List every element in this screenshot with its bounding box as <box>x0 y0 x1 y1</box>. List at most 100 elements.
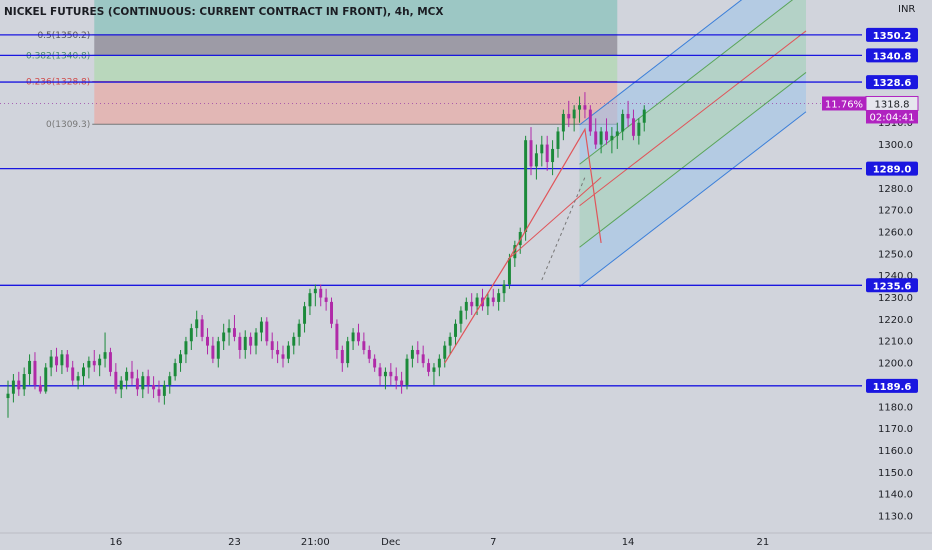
level-tag-bg <box>866 161 918 176</box>
level-tag-1289.0: 1289.0 <box>873 165 912 176</box>
time-tick-21:00: 21:00 <box>301 537 330 548</box>
candle-body <box>551 148 555 163</box>
candle-body <box>265 321 269 342</box>
channel-inner <box>579 0 806 248</box>
candle-body <box>567 113 571 119</box>
candle-body <box>55 356 59 366</box>
level-tag-bg <box>866 378 918 393</box>
candle-body <box>238 336 242 350</box>
candle-body <box>637 122 641 136</box>
candle-body <box>92 360 96 366</box>
currency-label: INR <box>898 4 915 15</box>
zigzag-pattern[interactable] <box>444 127 602 364</box>
candle-body <box>383 371 387 377</box>
price-tick: 1260.0 <box>878 227 913 238</box>
candle-body <box>11 380 15 394</box>
channel-line-0[interactable] <box>579 0 806 126</box>
price-tick: 1170.0 <box>878 424 913 435</box>
time-tick-21: 21 <box>756 537 769 548</box>
fibonacci-retracement[interactable]: 0.5(1350.2)0.382(1340.8)0.236(1328.8)0(1… <box>26 0 618 130</box>
candle-body <box>621 113 625 132</box>
candle-body <box>362 341 366 350</box>
candle-body <box>491 297 495 302</box>
candle-body <box>87 360 91 368</box>
candle-body <box>49 356 53 368</box>
price-tick: 1270.0 <box>878 206 913 217</box>
candle-body <box>427 363 431 372</box>
candle-body <box>561 113 565 132</box>
candle-body <box>454 323 458 337</box>
candle-body <box>254 332 258 346</box>
candle-body <box>394 376 398 381</box>
fib-label-0: 0(1309.3) <box>46 120 90 130</box>
channel-line-4[interactable] <box>579 111 807 288</box>
channel-line-2[interactable] <box>579 30 807 207</box>
candle-body <box>615 131 619 136</box>
time-tick-16: 16 <box>109 537 122 548</box>
level-tag-1189.6: 1189.6 <box>873 382 912 393</box>
candle-body <box>195 319 199 329</box>
candle-body <box>206 336 209 346</box>
candle-body <box>583 105 587 110</box>
time-tick-23: 23 <box>228 537 241 548</box>
price-tick: 1240.0 <box>878 271 913 282</box>
dashed-projection[interactable] <box>541 177 586 281</box>
candle-body <box>179 354 183 364</box>
channel-line-3[interactable] <box>579 72 807 248</box>
candle-body <box>135 378 139 390</box>
price-tick: 1140.0 <box>878 490 913 501</box>
level-tag-1328.6: 1328.6 <box>873 78 912 89</box>
price-tick: 1130.0 <box>878 512 913 523</box>
level-tag-1235.6: 1235.6 <box>873 281 912 292</box>
candle-body <box>545 144 549 163</box>
candle-body <box>319 288 323 298</box>
candle-body <box>6 393 10 399</box>
price-tick: 1220.0 <box>878 315 913 326</box>
fib-band-0.382 <box>94 55 618 82</box>
candle-body <box>249 336 253 346</box>
candle-body <box>313 288 317 294</box>
price-tick: 1180.0 <box>878 402 913 413</box>
candle-body <box>416 349 420 355</box>
candle-body <box>513 245 517 259</box>
time-tick-Dec: Dec <box>381 537 400 548</box>
horizontal-levels[interactable] <box>0 34 862 387</box>
candle-body <box>529 140 533 167</box>
candle-body <box>470 301 474 307</box>
zigzag-line[interactable] <box>444 127 602 364</box>
candle-body <box>588 109 592 132</box>
candle-body <box>631 118 635 136</box>
fib-label-0.382: 0.382(1340.8) <box>26 51 90 61</box>
candle-body <box>173 363 177 377</box>
time-tick-7: 7 <box>490 537 496 548</box>
candle-body <box>594 131 598 145</box>
zigzag-mid-line[interactable] <box>509 176 602 259</box>
candle-body <box>448 336 452 346</box>
candle-body <box>540 144 544 154</box>
candle-body <box>168 376 172 385</box>
countdown-tag: 02:04:41 <box>870 112 915 123</box>
candle-body <box>270 341 274 350</box>
candle-body <box>125 371 129 381</box>
time-axis[interactable]: 16 23 21:00 Dec 7 14 21 <box>0 532 932 548</box>
price-tick: 1210.0 <box>878 337 913 348</box>
trend-channel[interactable] <box>579 0 807 288</box>
candle-body <box>189 328 193 342</box>
candle-body <box>259 321 263 333</box>
candle-body <box>518 231 522 246</box>
change-tag-bg <box>822 96 866 111</box>
price-tick: 1200.0 <box>878 359 913 370</box>
candles <box>6 92 646 418</box>
level-tag-1350.2: 1350.2 <box>873 31 912 42</box>
price-tick: 1150.0 <box>878 468 913 479</box>
candle-body <box>400 380 404 385</box>
candle-body <box>76 376 80 381</box>
candle-body <box>502 284 506 294</box>
candle-body <box>276 349 280 355</box>
price-tick: 1250.0 <box>878 249 913 260</box>
candle-body <box>119 380 123 390</box>
candle-body <box>486 297 490 307</box>
candle-body <box>297 323 301 337</box>
candle-body <box>330 301 333 324</box>
